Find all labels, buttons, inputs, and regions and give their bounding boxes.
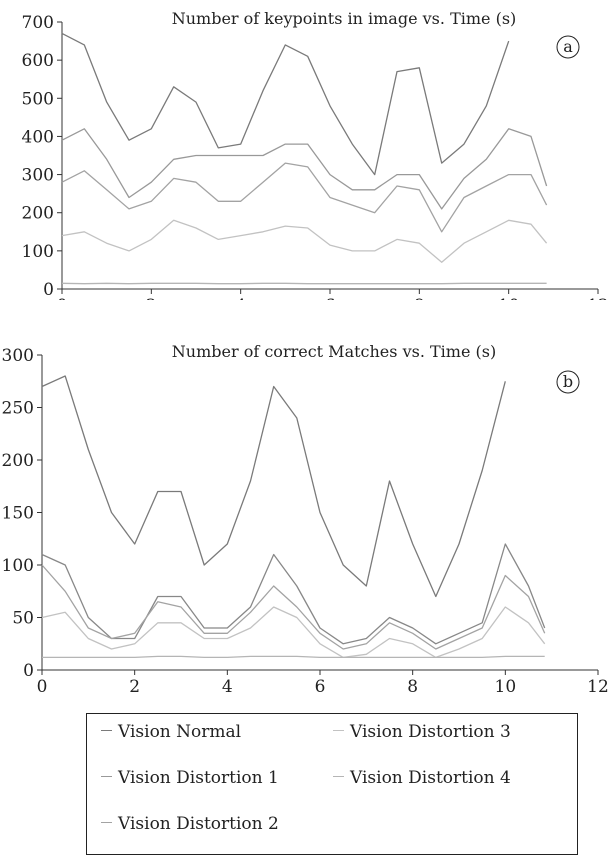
legend-label: Vision Distortion 3: [350, 722, 511, 742]
x-tick-label: 10: [498, 296, 520, 300]
x-tick-label: 12: [587, 296, 609, 300]
x-tick-label: 8: [414, 296, 425, 300]
chart-title: Number of keypoints in image vs. Time (s…: [172, 9, 517, 28]
series-line-vision-distortion-2: [62, 163, 547, 232]
y-tick-label: 100: [2, 556, 34, 576]
legend-item-vision-distortion-3: Vision Distortion 3: [333, 722, 511, 742]
x-tick-label: 0: [57, 296, 68, 300]
legend-label: Vision Distortion 2: [118, 814, 279, 834]
legend-swatch-vision-normal: [101, 730, 112, 731]
series-line-vision-normal: [62, 33, 509, 174]
series-line-vision-distortion-2: [42, 565, 545, 649]
y-tick-label: 300: [22, 166, 54, 186]
x-tick-label: 8: [407, 677, 418, 697]
y-tick-label: 250: [2, 399, 34, 419]
chart-title: Number of correct Matches vs. Time (s): [172, 342, 496, 361]
y-tick-label: 700: [22, 13, 54, 33]
series-line-vision-distortion-4: [42, 656, 545, 657]
x-tick-label: 4: [222, 677, 233, 697]
panel-label: a: [563, 37, 573, 56]
x-tick-label: 12: [587, 677, 609, 697]
y-tick-label: 200: [22, 204, 54, 224]
y-tick-label: 400: [22, 127, 54, 147]
y-tick-label: 300: [2, 346, 34, 366]
y-tick-label: 150: [2, 504, 34, 524]
legend-swatch-vision-distortion-2: [101, 822, 112, 823]
x-tick-label: 4: [235, 296, 246, 300]
legend-label: Vision Normal: [118, 722, 241, 742]
legend-swatch-vision-distortion-1: [101, 776, 112, 777]
x-tick-label: 2: [146, 296, 157, 300]
legend-swatch-vision-distortion-4: [333, 776, 344, 777]
matches-chart: 0 2 4 6 8 10 12 0 50 100 150 200 250 300 Number of cor…: [0, 330, 612, 710]
legend-label: Vision Distortion 1: [118, 768, 279, 788]
x-tick-label: 6: [325, 296, 336, 300]
y-tick-label: 100: [22, 242, 54, 262]
legend: Vision Normal Vision Distortion 3 Vision…: [86, 713, 578, 855]
series-line-vision-distortion-1: [62, 129, 547, 209]
legend-label: Vision Distortion 4: [350, 768, 511, 788]
x-tick-label: 10: [495, 677, 517, 697]
y-tick-label: 200: [2, 451, 34, 471]
series-line-vision-distortion-3: [42, 607, 545, 657]
legend-swatch-vision-distortion-3: [333, 730, 344, 731]
y-tick-label: 0: [43, 280, 54, 300]
series-line-vision-normal: [42, 376, 505, 597]
keypoints-chart: 0 2 4 6 8 10 12 0 100 200 300 400 500 600 700 Number of…: [0, 0, 612, 300]
legend-item-vision-normal: Vision Normal: [101, 722, 241, 742]
series-line-vision-distortion-1: [42, 544, 545, 644]
x-tick-label: 6: [315, 677, 326, 697]
y-tick-label: 600: [22, 51, 54, 71]
panel-label: b: [563, 372, 573, 391]
legend-item-vision-distortion-2: Vision Distortion 2: [101, 814, 279, 834]
x-tick-label: 0: [37, 677, 48, 697]
y-tick-label: 0: [23, 661, 34, 681]
y-tick-label: 50: [12, 609, 34, 629]
legend-item-vision-distortion-1: Vision Distortion 1: [101, 768, 279, 788]
x-tick-label: 2: [129, 677, 140, 697]
legend-item-vision-distortion-4: Vision Distortion 4: [333, 768, 511, 788]
series-line-vision-distortion-3: [62, 220, 547, 262]
y-tick-label: 500: [22, 89, 54, 109]
